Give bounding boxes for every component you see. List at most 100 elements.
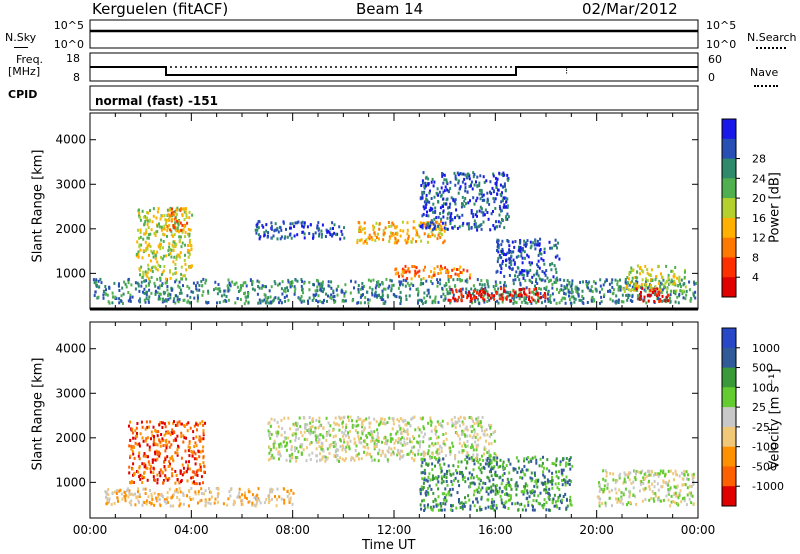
echo-cell	[268, 433, 270, 437]
echo-cell	[341, 430, 344, 434]
echo-cell	[545, 508, 548, 512]
echo-cell	[481, 290, 484, 294]
echo-cell	[458, 441, 461, 445]
echo-cell	[437, 233, 440, 237]
echo-cell	[176, 219, 179, 223]
echo-cell	[493, 439, 496, 443]
echo-cell	[158, 294, 161, 298]
echo-cell	[439, 224, 442, 228]
echo-cell	[604, 501, 607, 505]
echo-cell	[469, 273, 472, 277]
echo-cell	[296, 279, 299, 283]
echo-cell	[442, 480, 445, 484]
echo-cell	[522, 276, 525, 280]
echo-cell	[445, 472, 448, 476]
echo-cell	[434, 432, 437, 436]
echo-cell	[139, 432, 142, 436]
echo-cell	[417, 290, 420, 294]
y-tick-label: 3000	[55, 386, 86, 400]
echo-cell	[478, 181, 481, 185]
echo-cell	[628, 478, 631, 482]
echo-cell	[520, 251, 523, 255]
echo-cell	[311, 425, 314, 428]
echo-cell	[268, 451, 271, 455]
echo-cell	[667, 482, 669, 486]
echo-cell	[635, 287, 638, 291]
echo-cell	[182, 207, 185, 211]
echo-cell	[463, 504, 466, 508]
echo-cell	[435, 450, 438, 454]
echo-cell	[266, 235, 269, 239]
echo-cell	[144, 487, 147, 491]
echo-cell	[159, 504, 162, 508]
echo-cell	[137, 487, 140, 491]
echo-cell	[662, 498, 665, 502]
echo-cell	[398, 439, 401, 443]
echo-cell	[676, 484, 679, 488]
echo-cell	[160, 228, 163, 232]
echo-cell	[644, 264, 647, 268]
echo-cell	[626, 473, 629, 477]
echo-cell	[492, 174, 495, 178]
echo-cell	[667, 488, 670, 492]
echo-cell	[428, 484, 431, 488]
echo-cell	[405, 294, 408, 298]
echo-cell	[189, 295, 192, 299]
echo-cell	[366, 435, 369, 439]
echo-cell	[510, 293, 513, 297]
echo-cell	[423, 468, 426, 472]
echo-cell	[634, 478, 637, 482]
echo-cell	[97, 295, 100, 299]
echo-cell	[147, 226, 150, 229]
echo-cell	[472, 419, 474, 423]
echo-cell	[156, 268, 159, 272]
echo-cell	[334, 422, 337, 426]
echo-cell	[466, 451, 469, 454]
echo-cell	[204, 281, 207, 285]
echo-cell	[458, 268, 461, 271]
echo-cell	[111, 301, 114, 305]
cpid-text: normal (fast) -151	[95, 94, 218, 108]
echo-cell	[191, 470, 194, 474]
colorbar-tick-label: 12	[752, 232, 766, 245]
echo-cell	[457, 191, 460, 195]
echo-cell	[175, 474, 178, 477]
echo-cell	[602, 477, 605, 481]
echo-cell	[634, 469, 637, 473]
echo-cell	[131, 295, 134, 299]
echo-cell	[173, 210, 176, 214]
echo-cell	[342, 420, 344, 424]
echo-cell	[404, 419, 407, 423]
echo-cell	[135, 254, 138, 258]
echo-cell	[348, 436, 350, 440]
echo-cell	[490, 212, 493, 216]
echo-cell	[608, 496, 611, 500]
echo-cell	[641, 286, 644, 290]
echo-cell	[92, 278, 95, 282]
echo-cell	[275, 447, 278, 451]
echo-cell	[315, 459, 318, 463]
echo-cell	[403, 271, 406, 274]
echo-cell	[509, 498, 511, 502]
echo-cell	[276, 237, 279, 241]
echo-cell	[302, 448, 305, 452]
echo-cell	[659, 499, 662, 503]
echo-cell	[416, 231, 418, 235]
echo-cell	[434, 211, 437, 214]
echo-cell	[506, 173, 509, 177]
echo-cell	[306, 429, 309, 433]
echo-cell	[449, 220, 452, 223]
echo-cell	[274, 495, 276, 499]
x-tick-label: 04:00	[174, 523, 209, 537]
echo-cell	[309, 430, 312, 434]
echo-cell	[535, 280, 537, 283]
echo-cell	[291, 454, 294, 458]
echo-cell	[466, 434, 469, 438]
echo-cell	[134, 492, 137, 496]
echo-cell	[476, 289, 479, 293]
echo-cell	[114, 295, 117, 299]
echo-cell	[295, 428, 298, 432]
echo-cell	[555, 474, 558, 478]
echo-cell	[162, 439, 165, 442]
echo-cell	[158, 284, 161, 288]
